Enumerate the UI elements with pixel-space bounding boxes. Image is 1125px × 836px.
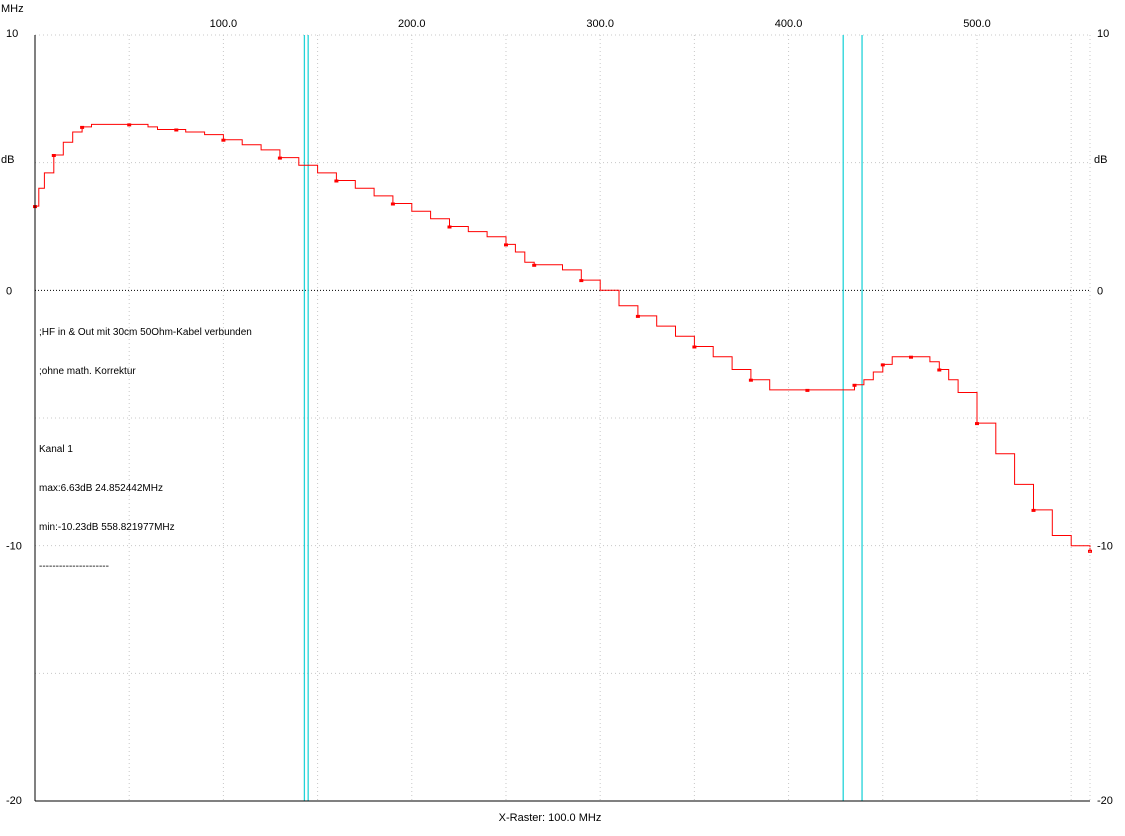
y-unit-label-left: dB: [1, 154, 14, 166]
data-point: [532, 263, 537, 267]
data-point: [390, 202, 395, 206]
x-unit-label: MHz: [1, 3, 24, 15]
y-tick-label-left: -20: [6, 795, 22, 807]
annotation-line: ;HF in & Out mit 30cm 50Ohm-Kabel verbun…: [39, 327, 252, 338]
annotation-line: Kanal 1: [39, 444, 73, 455]
data-point: [277, 156, 282, 160]
annotation-line: max:6.63dB 24.852442MHz: [39, 483, 163, 494]
y-tick-label-right: 0: [1097, 285, 1103, 297]
x-tick-label: 100.0: [210, 18, 238, 30]
data-point: [748, 378, 753, 382]
annotation-line: min:-10.23dB 558.821977MHz: [39, 522, 175, 533]
axes: 100.0 200.0 300.0 400.0 500.0 10 10 0 0 -10 -10 -20…: [6, 18, 1113, 807]
y-tick-label-left: 0: [6, 285, 12, 297]
data-point: [127, 123, 132, 127]
data-point: [174, 128, 179, 132]
x-raster-label: X-Raster: 100.0 MHz: [499, 812, 602, 824]
data-point: [579, 279, 584, 283]
x-tick-label: 300.0: [586, 18, 614, 30]
annotation-line: [39, 404, 252, 417]
x-tick-label: 400.0: [775, 18, 803, 30]
y-tick-label-left: 10: [6, 28, 18, 40]
x-tick-label: 500.0: [963, 18, 991, 30]
data-point: [221, 138, 226, 142]
data-point: [334, 179, 339, 183]
annotation-line: ---------------------: [39, 561, 109, 572]
data-point: [805, 388, 810, 392]
data-point: [635, 314, 640, 318]
y-tick-label-right: -10: [1097, 541, 1113, 553]
data-point: [51, 154, 56, 157]
data-point: [1031, 508, 1036, 512]
data-point: [909, 355, 913, 359]
y-tick-label-right: -20: [1097, 795, 1113, 807]
data-point: [937, 368, 942, 372]
grid: [35, 34, 1090, 802]
data-point: [880, 363, 885, 367]
y-tick-label-right: 10: [1097, 28, 1109, 40]
y-tick-label-left: -10: [6, 541, 22, 553]
data-point: [504, 243, 508, 247]
x-tick-label: 200.0: [398, 18, 426, 30]
data-point: [447, 225, 452, 229]
data-point: [80, 125, 85, 129]
series-layer: [33, 123, 1092, 553]
annotation-block: ;HF in & Out mit 30cm 50Ohm-Kabel verbun…: [39, 300, 252, 586]
data-point: [852, 383, 857, 387]
vertical-markers: [303, 35, 863, 801]
annotation-line: ;ohne math. Korrektur: [39, 366, 136, 377]
y-unit-label-right: dB: [1094, 154, 1107, 166]
data-point: [975, 422, 979, 426]
data-point: [692, 345, 697, 349]
